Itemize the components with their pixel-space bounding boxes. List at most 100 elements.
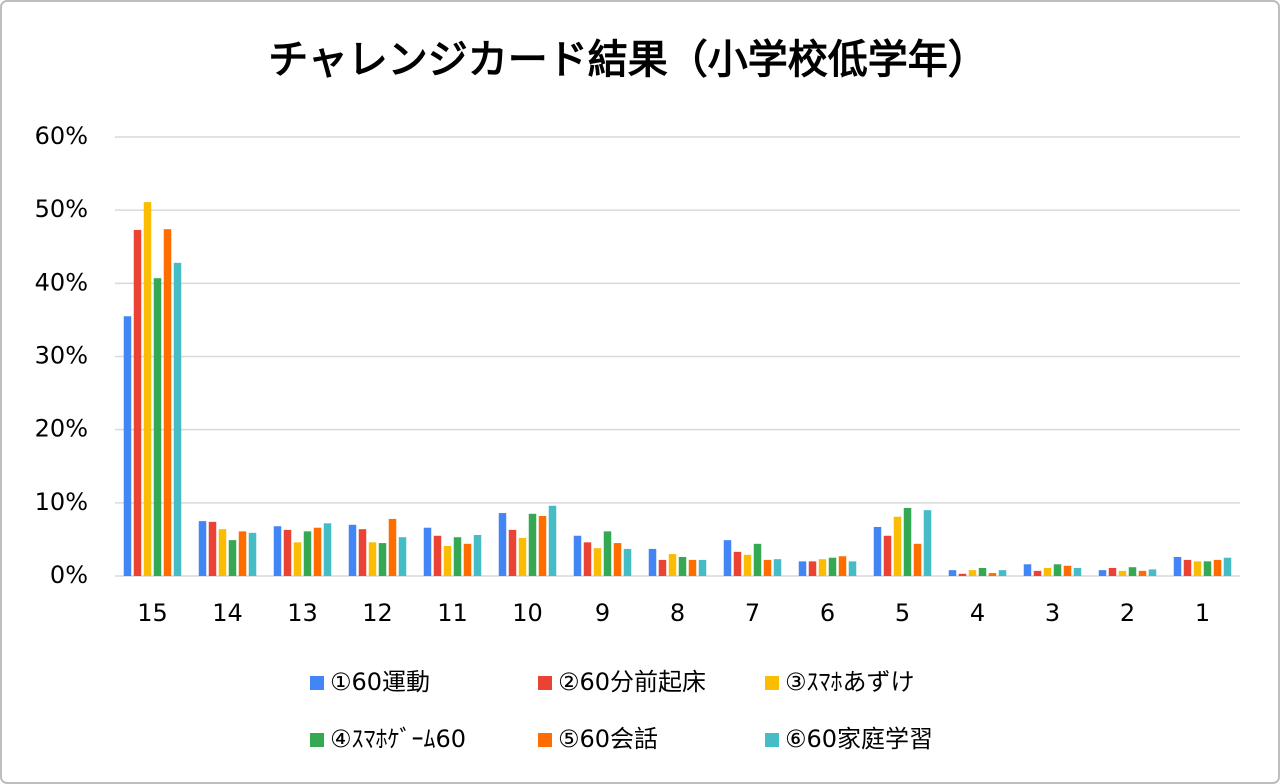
x-tick-label: 8 <box>670 599 685 627</box>
bar <box>388 518 397 576</box>
bar <box>923 510 932 576</box>
bar <box>398 537 407 576</box>
bar <box>368 542 377 576</box>
bar <box>753 543 762 576</box>
bar <box>1128 567 1137 576</box>
bar <box>273 526 282 576</box>
bar <box>648 548 657 576</box>
bar <box>163 229 172 576</box>
bar <box>1223 557 1232 576</box>
bar <box>1023 564 1032 576</box>
bar <box>538 516 547 576</box>
bar <box>143 202 152 576</box>
bar <box>958 573 967 576</box>
bar <box>913 543 922 576</box>
bar <box>1073 567 1082 576</box>
bar <box>283 529 292 576</box>
bar <box>733 551 742 576</box>
legend-swatch <box>765 676 779 690</box>
y-tick-label: 40% <box>35 268 88 296</box>
bar <box>1053 564 1062 576</box>
bar <box>743 554 752 576</box>
bar <box>293 542 302 576</box>
bar <box>1213 559 1222 576</box>
x-tick-label: 9 <box>595 599 610 627</box>
bar <box>968 570 977 576</box>
bar <box>1203 561 1212 576</box>
x-tick-label: 15 <box>137 599 168 627</box>
bar <box>583 542 592 576</box>
bar <box>348 524 357 576</box>
bar <box>1183 559 1192 576</box>
bar <box>498 513 507 576</box>
x-tick-label: 2 <box>1120 599 1135 627</box>
bar <box>873 526 882 576</box>
bar <box>678 556 687 576</box>
y-tick-label: 20% <box>35 415 88 443</box>
bar <box>1033 570 1042 576</box>
bar <box>433 535 442 576</box>
bar <box>303 531 312 576</box>
bar <box>828 557 837 576</box>
bar <box>378 543 387 576</box>
bar <box>1043 567 1052 576</box>
bar <box>313 527 322 576</box>
bar <box>998 570 1007 576</box>
x-tick-label: 1 <box>1195 599 1210 627</box>
bar <box>763 559 772 576</box>
bar <box>798 561 807 576</box>
bar <box>818 559 827 576</box>
bar <box>698 559 707 576</box>
x-tick-label: 13 <box>287 599 318 627</box>
x-tick-label: 12 <box>362 599 393 627</box>
bar <box>248 532 257 576</box>
bar <box>1173 556 1182 576</box>
legend-label: ①60運動 <box>330 668 430 696</box>
chart-title: チャレンジカード結果（小学校低学年） <box>268 37 988 83</box>
bar <box>1138 570 1147 576</box>
x-tick-label: 14 <box>212 599 243 627</box>
legend-swatch <box>538 733 552 747</box>
bar <box>323 523 332 576</box>
bar <box>548 505 557 576</box>
bar <box>463 543 472 576</box>
x-tick-label: 6 <box>820 599 835 627</box>
legend-swatch <box>765 733 779 747</box>
bar <box>153 278 162 576</box>
bar <box>723 540 732 576</box>
bar <box>443 546 452 576</box>
bar <box>613 543 622 576</box>
legend-label: ②60分前起床 <box>558 668 706 696</box>
bar <box>518 537 527 576</box>
legend-swatch <box>538 676 552 690</box>
legend-swatch <box>310 733 324 747</box>
bar <box>668 554 677 576</box>
legend-label: ④ｽﾏﾎｹﾞｰﾑ60 <box>330 725 466 753</box>
bar <box>688 559 697 576</box>
bar <box>593 548 602 576</box>
bar <box>893 516 902 576</box>
x-tick-label: 5 <box>895 599 910 627</box>
y-tick-label: 50% <box>35 195 88 223</box>
bar <box>883 535 892 576</box>
bar <box>658 559 667 576</box>
bar <box>1098 570 1107 576</box>
x-tick-label: 3 <box>1045 599 1060 627</box>
bar <box>1108 567 1117 576</box>
bar <box>173 262 182 576</box>
bar <box>238 531 247 576</box>
bar <box>838 556 847 576</box>
x-tick-label: 7 <box>745 599 760 627</box>
bar <box>358 529 367 576</box>
bar <box>1148 569 1157 576</box>
legend-label: ⑤60会話 <box>558 725 658 753</box>
legend-label: ⑥60家庭学習 <box>785 725 933 753</box>
bar <box>773 559 782 576</box>
bar <box>978 567 987 576</box>
legend-label: ③ｽﾏﾎあずけ <box>785 668 915 696</box>
bar <box>218 529 227 576</box>
bar <box>848 561 857 576</box>
x-tick-label: 10 <box>512 599 543 627</box>
